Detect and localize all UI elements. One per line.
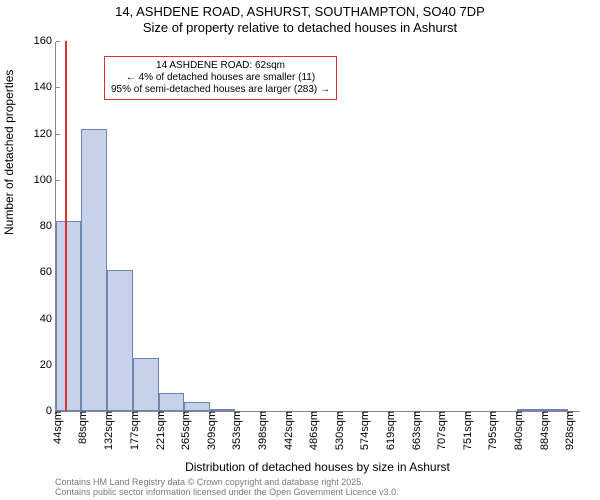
attribution-line2: Contains public sector information licen… [55,488,399,498]
chart-title: 14, ASHDENE ROAD, ASHURST, SOUTHAMPTON, … [0,4,600,37]
x-tick-label: 884sqm [535,411,551,450]
y-tick-label: 20 [40,359,56,371]
x-tick-label: 177sqm [125,411,141,450]
histogram-bar [159,393,184,412]
infobox-line: 14 ASHDENE ROAD: 62sqm [111,60,330,72]
x-tick-label: 707sqm [432,411,448,450]
histogram-bar [133,358,158,411]
x-tick-label: 398sqm [253,411,269,450]
x-tick-label: 486sqm [304,411,320,450]
y-axis-label: Number of detached properties [2,70,16,235]
x-tick-label: 663sqm [407,411,423,450]
y-tick-label: 140 [34,81,56,93]
x-tick-label: 442sqm [279,411,295,450]
x-tick-label: 840sqm [509,411,525,450]
x-tick-label: 88sqm [73,411,89,444]
title-line1: 14, ASHDENE ROAD, ASHURST, SOUTHAMPTON, … [0,4,600,20]
x-tick-label: 44sqm [48,411,64,444]
x-tick-label: 265sqm [176,411,192,450]
reference-infobox: 14 ASHDENE ROAD: 62sqm← 4% of detached h… [104,56,337,100]
infobox-line: ← 4% of detached houses are smaller (11) [111,72,330,84]
x-axis-label: Distribution of detached houses by size … [55,460,580,474]
attribution-text: Contains HM Land Registry data © Crown c… [55,478,399,498]
y-tick-label: 160 [34,35,56,47]
y-tick-label: 80 [40,220,56,232]
histogram-bar [210,409,235,411]
x-tick-label: 132sqm [99,411,115,450]
infobox-line: 95% of semi-detached houses are larger (… [111,84,330,96]
chart-plot-area: 02040608010012014016044sqm88sqm132sqm177… [55,42,580,412]
y-tick-label: 100 [34,174,56,186]
x-tick-label: 309sqm [202,411,218,450]
histogram-bar [81,129,106,411]
x-tick-label: 928sqm [560,411,576,450]
title-line2: Size of property relative to detached ho… [0,20,600,36]
x-tick-label: 795sqm [483,411,499,450]
x-tick-label: 221sqm [151,411,167,450]
y-tick-label: 40 [40,313,56,325]
histogram-bar [184,402,209,411]
histogram-bar [517,409,542,411]
histogram-bar [543,409,568,411]
x-tick-label: 530sqm [330,411,346,450]
histogram-bar [56,221,81,411]
y-tick-label: 120 [34,128,56,140]
x-tick-label: 619sqm [381,411,397,450]
x-tick-label: 353sqm [227,411,243,450]
x-tick-label: 751sqm [458,411,474,450]
reference-line [65,41,67,411]
y-tick-label: 60 [40,266,56,278]
x-tick-label: 574sqm [355,411,371,450]
histogram-bar [107,270,133,411]
